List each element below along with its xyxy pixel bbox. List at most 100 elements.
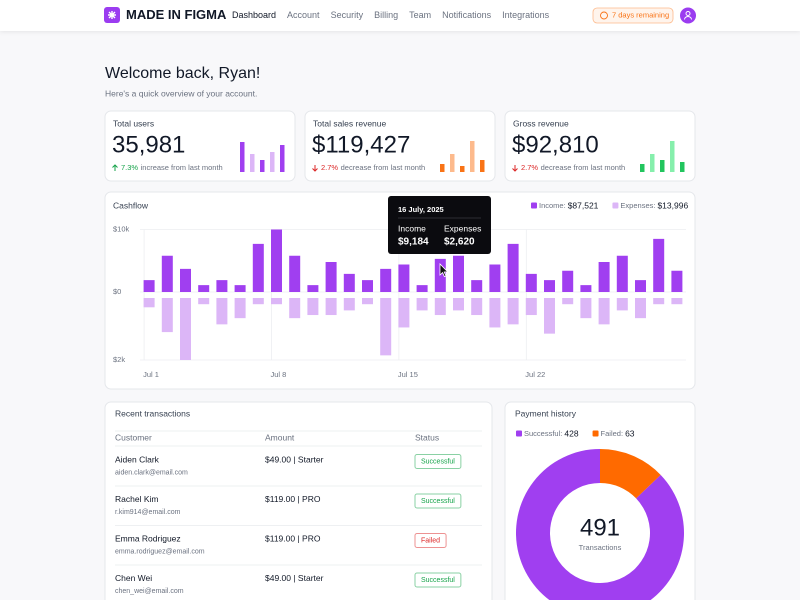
expense-bar [380, 298, 392, 356]
expense-bar [362, 298, 373, 305]
tooltip-value: $9,184 [398, 237, 429, 248]
expense-bar [489, 298, 501, 328]
amount: $119.00 | PRO [265, 533, 321, 543]
donut-label: Transactions [579, 543, 622, 552]
nav-item[interactable]: Dashboard [232, 10, 276, 20]
trend-arrow [112, 164, 118, 171]
income-bar [380, 268, 392, 292]
status-text: Failed [421, 537, 440, 544]
income-bar [434, 258, 446, 292]
transactions-title: Recent transactions [115, 408, 190, 418]
stat-change-text: decrease from last month [341, 163, 426, 172]
expense-bar [252, 298, 264, 305]
status-badge [414, 454, 462, 469]
income-bar [598, 262, 610, 292]
expense-bar [453, 298, 464, 311]
income-bar [580, 285, 592, 292]
status-text: Successful [421, 458, 455, 465]
income-bar [453, 255, 464, 292]
column-header: Customer [115, 432, 152, 442]
x-tick-label: Jul 15 [398, 370, 418, 379]
income-bar [398, 264, 410, 292]
expense-bar [653, 298, 665, 305]
nav-item[interactable]: Team [409, 10, 431, 20]
status-text: Successful [421, 577, 455, 584]
customer-name: Rachel Kim [115, 494, 158, 504]
nav-item[interactable]: Security [331, 10, 364, 20]
donut-slice [600, 449, 661, 499]
y-tick-label: $10k [113, 224, 130, 233]
status-badge [414, 572, 462, 588]
y-tick-label: $0 [113, 287, 121, 296]
income-bar [671, 270, 683, 292]
status-badge [414, 493, 462, 509]
donut-slice [516, 449, 684, 600]
amount: $49.00 | Starter [265, 573, 324, 583]
customer-email: r.kim914@email.com [115, 509, 181, 516]
expense-bar [180, 298, 191, 360]
spark-bar [280, 145, 285, 172]
donut-total: 491 [580, 514, 620, 541]
income-bar [198, 285, 210, 292]
expense-bar [598, 298, 610, 325]
expense-bar [544, 298, 555, 334]
tooltip: 16 July, 2025 Income $9,184 Expenses $2,620 [388, 196, 491, 254]
nav-item[interactable]: Notifications [442, 10, 492, 20]
trial-badge[interactable] [592, 7, 674, 24]
status-text: Successful [421, 498, 455, 505]
stat-card [504, 110, 696, 182]
spark-bar [680, 162, 685, 172]
nav-item[interactable]: Billing [374, 10, 398, 20]
spark-bar [240, 142, 245, 172]
x-tick-label: Jul 1 [143, 370, 159, 379]
income-bar [325, 262, 337, 292]
expense-bar [216, 298, 228, 325]
income-bar [180, 268, 191, 292]
legend-label: Successful: [524, 429, 562, 438]
spark-bar [450, 154, 455, 172]
stat-change: 7.3% [121, 163, 138, 172]
trial-text: 7 days remaining [612, 10, 669, 19]
customer-name: Emma Rodriguez [115, 533, 181, 543]
stat-title: Gross revenue [513, 118, 569, 128]
income-bar [161, 255, 173, 292]
nav-item[interactable]: Integrations [502, 10, 550, 20]
income-bar [416, 285, 428, 292]
expense-bar [198, 298, 210, 305]
legend-label: Failed: [601, 429, 624, 438]
legend-swatch [592, 430, 599, 437]
expense-bar [507, 298, 519, 325]
nav-item[interactable]: Account [287, 10, 320, 20]
clock-icon [600, 11, 608, 20]
column-header: Status [415, 432, 439, 442]
expense-bar [234, 298, 246, 319]
income-bar [307, 285, 319, 292]
welcome-subtitle: Here's a quick overview of your account. [105, 88, 257, 98]
stat-card [104, 110, 296, 182]
y2-tick-label: $2k [113, 355, 125, 364]
expense-bar [325, 298, 337, 316]
expense-bar [398, 298, 410, 328]
transactions-card [104, 401, 493, 600]
income-bar [616, 255, 628, 292]
income-bar [562, 270, 574, 292]
spark-bar [250, 154, 255, 172]
cursor [439, 263, 449, 278]
spark-bar [460, 166, 465, 172]
legend-value: 63 [625, 428, 635, 438]
legend-swatch [516, 430, 522, 437]
payment-title: Payment history [515, 408, 577, 418]
amount: $49.00 | Starter [265, 454, 324, 464]
customer-email: emma.rodriguez@email.com [115, 548, 205, 555]
stat-value: $92,810 [512, 131, 599, 158]
income-bar [362, 280, 373, 292]
trend-arrow [312, 165, 318, 172]
logo-glyph [108, 11, 116, 19]
spark-bar [670, 141, 675, 172]
spark-bar [480, 160, 485, 172]
tooltip-label: Income [398, 223, 426, 233]
expense-bar [434, 298, 446, 316]
income-bar [252, 243, 264, 292]
spark-bar [640, 164, 645, 172]
